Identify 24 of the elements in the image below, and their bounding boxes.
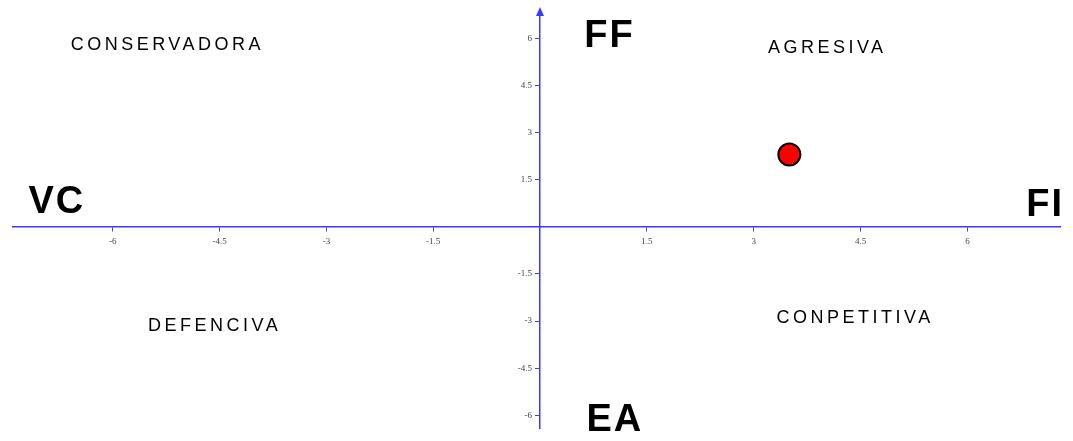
annotation: CONSERVADORA (70, 34, 265, 55)
y-tick-label: -1.5 (517, 268, 533, 279)
y-tick-label: 3 (527, 126, 533, 137)
y-tick-label: 4.5 (520, 79, 533, 90)
x-tick-label: 4.5 (854, 235, 867, 246)
x-tick-label: 6 (965, 235, 971, 246)
annotation: EA (586, 397, 644, 440)
x-tick-label: -4.5 (212, 235, 228, 246)
annotation: AGRESIVA (767, 37, 887, 58)
y-tick-label: 6 (527, 32, 533, 43)
x-tick-label: -3 (322, 235, 331, 246)
annotation: FI (1026, 181, 1064, 224)
annotation: CONPETITIVA (776, 307, 934, 328)
y-tick-label: -4.5 (517, 362, 533, 373)
x-tick-label: -1.5 (426, 235, 441, 246)
annotation: VC (28, 179, 86, 222)
y-tick-label: -6 (524, 409, 533, 420)
x-tick-label: -6 (108, 235, 117, 246)
x-tick-label: 1.5 (641, 235, 654, 246)
annotation: DEFENCIVA (148, 315, 282, 336)
y-tick-label: -3 (524, 315, 533, 326)
x-tick-label: 3 (751, 235, 757, 246)
y-tick-label: 1.5 (520, 173, 533, 184)
annotation: FF (584, 12, 635, 55)
